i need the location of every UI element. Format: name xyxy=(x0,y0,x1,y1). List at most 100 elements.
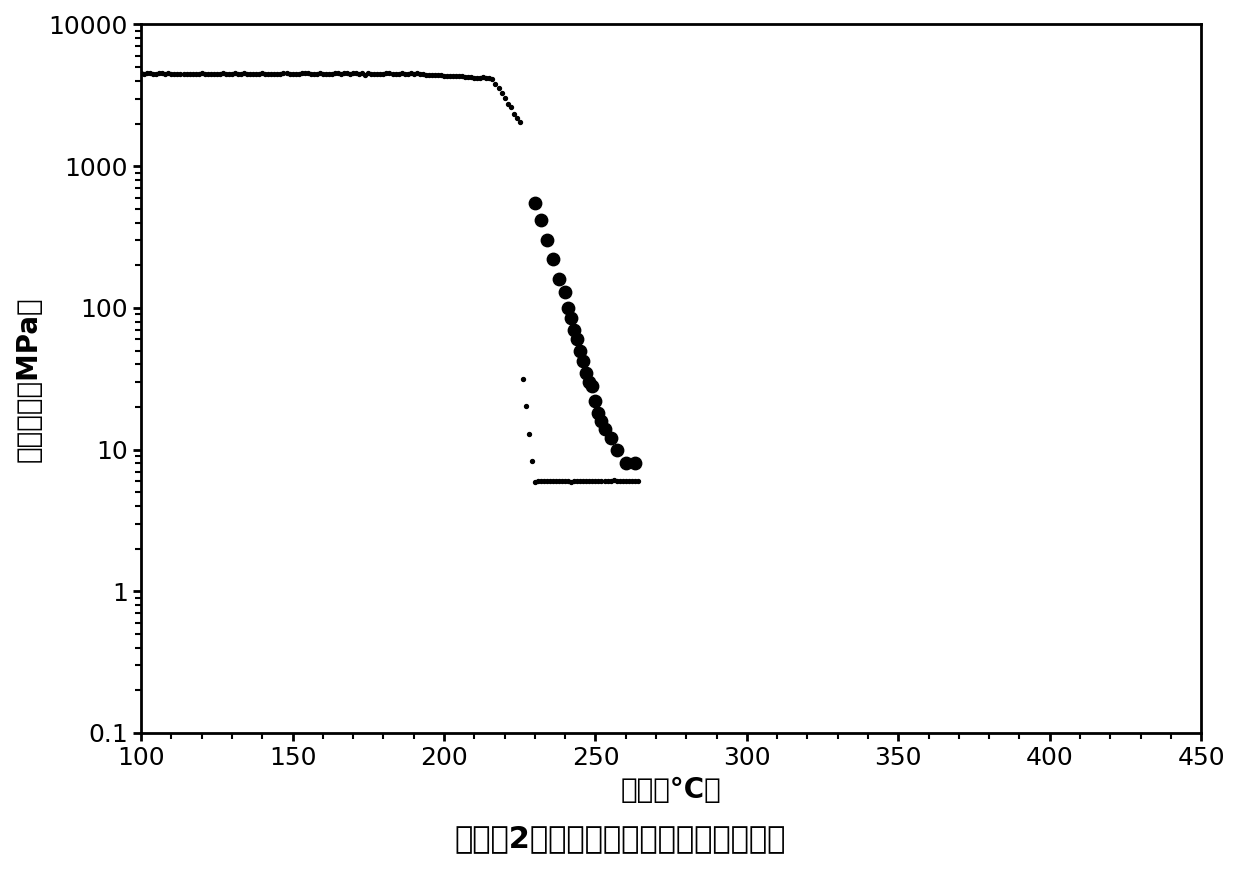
Point xyxy=(203,67,223,81)
Point xyxy=(140,66,160,80)
Point xyxy=(562,475,582,489)
Point xyxy=(373,67,393,81)
Point xyxy=(432,69,451,83)
Point xyxy=(279,67,299,81)
Point xyxy=(237,67,257,81)
Point xyxy=(585,394,605,408)
Point xyxy=(600,431,620,445)
Point xyxy=(595,474,615,488)
Point xyxy=(422,68,441,82)
Point xyxy=(388,67,408,81)
Point xyxy=(392,66,412,80)
Point xyxy=(277,66,296,80)
Point xyxy=(534,474,554,488)
Point xyxy=(401,66,420,80)
Point xyxy=(167,66,187,80)
Point xyxy=(146,67,166,81)
Point xyxy=(622,474,642,488)
Point xyxy=(558,474,578,488)
Point xyxy=(438,69,458,83)
Point xyxy=(464,71,484,85)
Point xyxy=(231,67,250,81)
Point xyxy=(606,474,626,488)
Point xyxy=(398,67,418,81)
Point xyxy=(352,66,372,80)
Point xyxy=(522,455,542,469)
Point xyxy=(270,67,290,81)
Point xyxy=(165,67,185,81)
Point xyxy=(591,414,611,428)
Point xyxy=(131,66,151,80)
Point xyxy=(394,66,414,80)
Point xyxy=(589,474,609,488)
Point xyxy=(556,285,575,299)
Point xyxy=(577,475,596,489)
Point xyxy=(585,474,605,488)
Point xyxy=(361,67,381,81)
Point xyxy=(619,474,639,488)
Point xyxy=(595,422,615,436)
Point xyxy=(319,67,339,81)
Point xyxy=(428,68,448,82)
Point xyxy=(627,474,647,488)
Point xyxy=(579,375,599,389)
Point xyxy=(507,111,527,125)
Point xyxy=(552,475,572,489)
Point xyxy=(346,66,366,80)
Point xyxy=(213,66,233,80)
Point xyxy=(329,66,348,80)
Point xyxy=(219,67,239,81)
Point xyxy=(455,70,475,84)
Point xyxy=(289,67,309,81)
Point xyxy=(518,427,538,441)
Point xyxy=(516,399,536,413)
Point xyxy=(176,67,196,81)
Point xyxy=(195,67,215,81)
Point xyxy=(491,86,511,100)
Point xyxy=(495,91,515,105)
Point xyxy=(482,71,502,85)
Point xyxy=(531,475,551,489)
Point xyxy=(325,66,345,80)
Point xyxy=(583,474,603,488)
Point xyxy=(283,66,303,80)
Point xyxy=(188,67,208,81)
Point xyxy=(459,70,479,84)
Point xyxy=(306,66,326,80)
Point xyxy=(415,68,435,82)
Point xyxy=(600,475,620,489)
Point xyxy=(255,66,275,80)
Point xyxy=(513,372,533,386)
Point xyxy=(316,67,336,81)
Point xyxy=(558,300,578,314)
Point xyxy=(304,67,324,81)
Point xyxy=(489,81,508,95)
Point xyxy=(149,66,169,80)
Point xyxy=(310,66,330,80)
Point xyxy=(386,67,405,81)
Point xyxy=(153,66,172,80)
Point xyxy=(404,66,424,80)
Point xyxy=(262,67,281,81)
Point xyxy=(486,77,506,91)
Point xyxy=(186,67,206,81)
Point xyxy=(312,67,332,81)
Point xyxy=(407,66,427,80)
Point xyxy=(625,475,645,489)
Point xyxy=(222,67,242,81)
Point xyxy=(556,474,575,488)
Point xyxy=(537,475,557,489)
Point xyxy=(474,70,494,84)
Point xyxy=(291,66,311,80)
Point xyxy=(226,66,246,80)
Point xyxy=(434,69,454,83)
Point xyxy=(564,323,584,337)
Point xyxy=(470,71,490,84)
Point xyxy=(497,97,517,111)
Point xyxy=(425,68,445,82)
Point xyxy=(298,66,317,80)
Point xyxy=(583,379,603,393)
Point xyxy=(356,68,376,82)
Point xyxy=(570,343,590,357)
Point xyxy=(543,253,563,267)
